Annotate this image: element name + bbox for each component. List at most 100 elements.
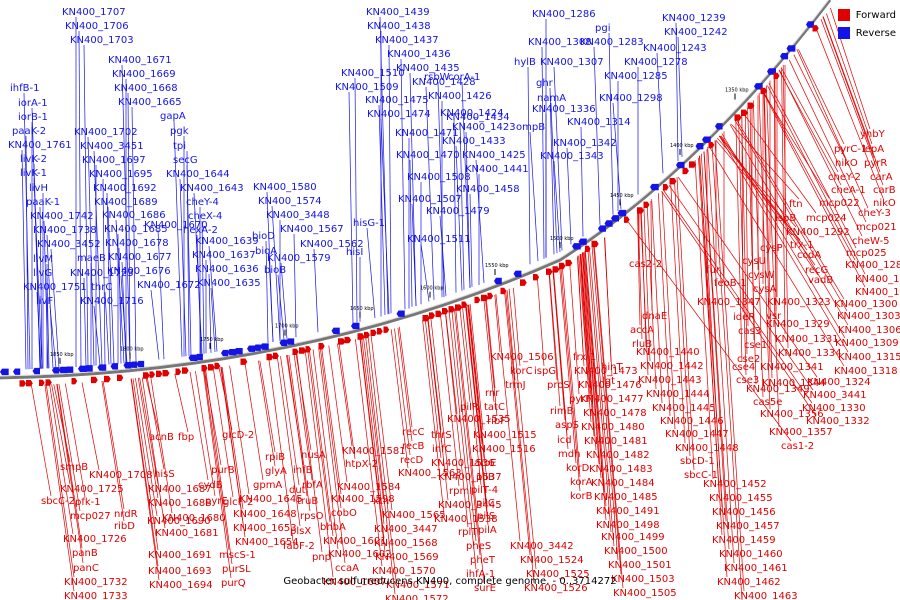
gene-label-kn400-1278: KN400_1278 (624, 57, 688, 68)
reverse-gene-arrow (97, 364, 107, 371)
gene-label-kn400-1356: KN400_1356 (760, 409, 824, 420)
gene-label-kn400-1565: KN400_1565 (382, 510, 446, 521)
gene-label-chew-5: cheW-5 (852, 236, 889, 247)
gene-leader-line (268, 255, 274, 342)
gene-label-dut: dut (289, 485, 306, 496)
kbp-tick-label: 1800 kbp (120, 347, 144, 353)
gene-leader-line (469, 303, 484, 431)
forward-gene-arrow (162, 369, 170, 377)
reverse-gene-arrow (650, 183, 659, 191)
gene-label-secg: secG (173, 155, 198, 166)
gene-leader-line (506, 289, 516, 381)
gene-label-infc: infC (432, 444, 452, 455)
gene-leader-line (210, 287, 216, 353)
gene-label-rpso: rpsO (300, 511, 324, 522)
forward-gene-arrow (663, 184, 669, 191)
gene-leader-line (51, 384, 71, 485)
gene-leader-line (64, 383, 86, 498)
forward-gene-arrow (383, 326, 390, 333)
gene-label-recb: recB (402, 441, 425, 452)
gene-leader-line (494, 294, 501, 353)
strand-legend: Forward Reverse (837, 6, 896, 42)
gene-label-kn400-1570: KN400_1570 (372, 566, 436, 577)
kbp-tick-label: 1750 kbp (200, 337, 224, 343)
legend-reverse-label: Reverse (855, 27, 896, 39)
gene-leader-line (120, 275, 128, 364)
gene-leader-line (397, 327, 413, 442)
gene-leader-line (758, 92, 771, 410)
forward-gene-arrow (104, 375, 111, 383)
gene-label-kn400-1524: KN400_1524 (520, 555, 584, 566)
gene-label-kn400-1723: KN400_1723 (70, 268, 134, 279)
reverse-gene-arrow (351, 322, 360, 330)
gene-leader-line (763, 87, 771, 363)
gene-label-paak-1: paaK-1 (26, 197, 60, 208)
reverse-gene-arrow (84, 365, 93, 372)
gene-label-sbcc-1: sbcC-1 (684, 470, 718, 481)
gene-leader-line (475, 159, 485, 284)
gene-label-kn400-1508: KN400_1508 (407, 172, 471, 183)
forward-gene-arrow (357, 333, 365, 340)
gene-label-mcp027: mcp027 (70, 511, 111, 522)
gene-leader-line (716, 137, 797, 228)
gene-label-kn400-1536: KN400_1536 (431, 458, 495, 469)
gene-label-kn400-1283: KN400_1283 (580, 37, 644, 48)
gene-label-kn400-1637: KN400_1637 (192, 250, 256, 261)
gene-label-lgt: lgt (602, 376, 615, 387)
reverse-gene-arrow (617, 209, 627, 217)
gene-leader-line (445, 312, 458, 415)
gene-label-kn400-1665: KN400_1665 (118, 97, 182, 108)
gene-label-kn400-1686: KN400_1686 (102, 210, 166, 221)
gene-label-rbfa: rbfA (302, 480, 323, 491)
gene-label-kn400-1671: KN400_1671 (108, 55, 172, 66)
gene-leader-line (537, 278, 545, 367)
gene-label-kn400-1475: KN400_1475 (365, 95, 429, 106)
forward-gene-arrow (669, 178, 677, 185)
gene-leader-line (650, 201, 653, 312)
gene-label-kn400-1470: KN400_1470 (396, 150, 460, 161)
gene-leader-line (44, 384, 75, 592)
gene-label-kn400-1690: KN400_1690 (147, 516, 211, 527)
forward-gene-arrow (708, 141, 715, 149)
forward-gene-arrow (643, 201, 650, 208)
reverse-gene-arrow (702, 136, 711, 143)
gene-leader-line (355, 339, 383, 567)
forward-gene-arrow (149, 371, 156, 378)
gene-label-kn400-1308: KN400_1308 (528, 37, 592, 48)
gene-label-xth: xth (373, 496, 389, 507)
gene-label-phes: pheS (466, 541, 491, 552)
gene-leader-line (781, 67, 786, 335)
gene-label-pilt-4: pilT-4 (471, 485, 498, 496)
gene-label-kn400-1315: KN400_1315 (838, 352, 900, 363)
gene-label-kn400-1688: KN400_1688 (148, 498, 212, 509)
gene-label-kn400-1329: KN400_1329 (766, 319, 830, 330)
gene-leader-line (135, 378, 158, 517)
gene-leader-line (505, 290, 535, 584)
gene-leader-line (50, 248, 60, 369)
gene-leader-line (132, 378, 159, 551)
gene-label-pgi: pgi (595, 23, 610, 34)
gene-leader-line (212, 368, 234, 498)
gene-leader-line (208, 273, 212, 353)
reverse-gene-arrow (578, 238, 587, 245)
gene-label-cara: carA (870, 172, 893, 183)
gene-label-fur: fur (706, 265, 721, 276)
gene-leader-line (768, 82, 857, 249)
legend-reverse: Reverse (837, 24, 896, 42)
gene-label-kn400-1476: KN400_1476 (578, 380, 642, 391)
gene-leader-line (741, 112, 748, 355)
forward-gene-arrow (364, 331, 370, 339)
gene-leader-line (220, 367, 246, 538)
gene-label-kn400-1294: KN400_1294 (855, 287, 900, 298)
gene-label-feob-1: feoB-1 (714, 278, 747, 289)
gene-label-kn400-1579: KN400_1579 (267, 253, 331, 264)
gene-leader-line (552, 271, 569, 450)
gene-label-kn400-1568: KN400_1568 (374, 538, 438, 549)
gene-label-htpx-2: htpX-2 (345, 459, 378, 470)
gene-label-kn400-1292: KN400_1292 (786, 227, 850, 238)
gene-label-korb: korB (570, 491, 593, 502)
kbp-tick-label: 1650 kbp (350, 306, 374, 312)
gene-label-biob: bioB (264, 265, 286, 276)
gene-leader-line (527, 66, 531, 265)
gene-label-bioa: bioA (255, 246, 277, 257)
